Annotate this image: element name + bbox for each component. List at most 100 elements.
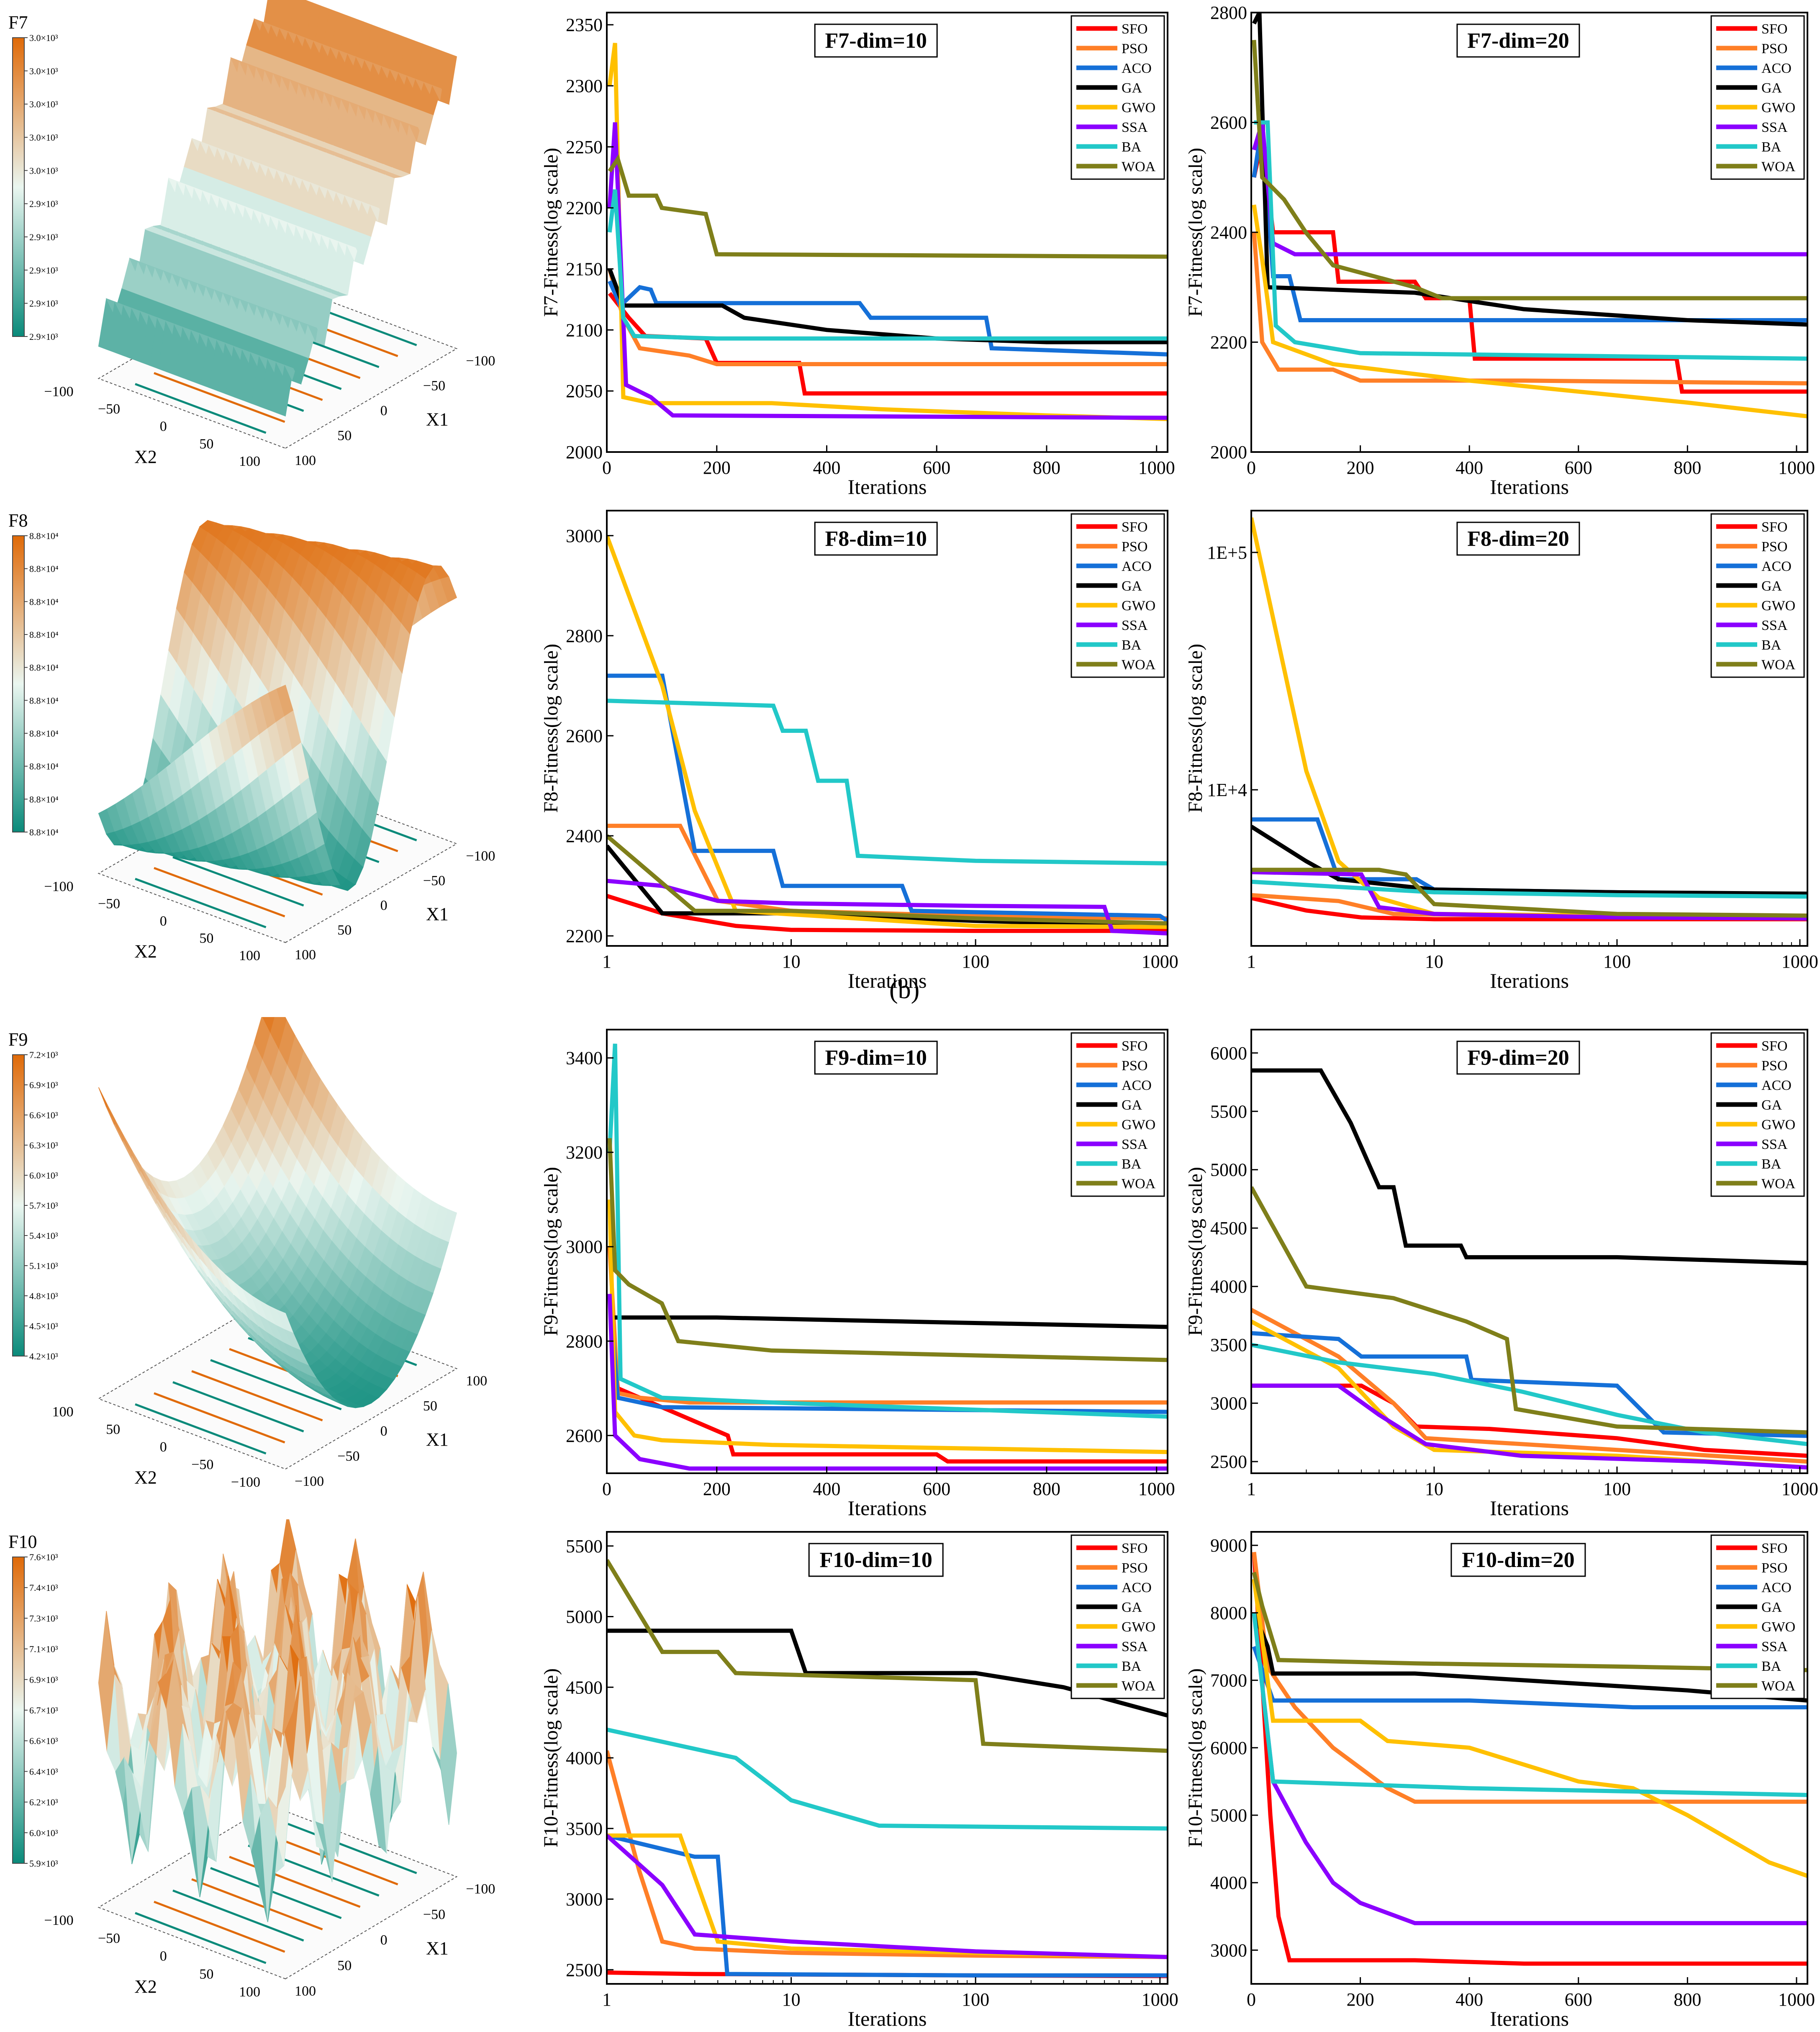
x-axis-label: Iterations — [848, 1496, 927, 1519]
x-tick-label: 200 — [1347, 457, 1374, 478]
floor-contour — [135, 1912, 267, 1964]
chart-panel-f10-dim20: 0 200 400 600 800 1000 3000 4000 5000 6000 7000 800… — [1184, 1519, 1820, 2030]
x1-tick-label: −100 — [466, 1881, 495, 1897]
x2-tick-label: 100 — [239, 1984, 260, 2000]
floor-contour — [285, 1822, 417, 1874]
y-tick-label: 5000 — [1210, 1805, 1247, 1826]
floor-contour — [154, 372, 285, 423]
y-tick-label: 5000 — [566, 1607, 603, 1627]
y-tick-label: 1E+4 — [1207, 780, 1247, 800]
x-tick-label: 1000 — [1781, 951, 1818, 972]
surface-title: F8 — [8, 510, 28, 531]
y-tick-label: 3400 — [566, 1048, 603, 1069]
colorbar-label: 8.8×10⁴ — [29, 761, 59, 772]
x2-tick-label: 100 — [52, 1404, 74, 1420]
y-tick-label: 2800 — [566, 626, 603, 646]
legend-label-gwo: GWO — [1122, 1117, 1155, 1133]
x-tick-label: 0 — [1247, 457, 1256, 478]
legend-label-sfo: SFO — [1761, 1038, 1787, 1054]
y-tick-label: 3500 — [566, 1819, 603, 1839]
legend-box — [1710, 1032, 1805, 1197]
floor-contour — [135, 1403, 267, 1455]
colorbar-label: 6.7×10³ — [29, 1705, 58, 1716]
colorbar-label: 8.8×10⁴ — [29, 794, 59, 804]
x-tick-label: 100 — [962, 1989, 989, 2010]
legend-label-gwo: GWO — [1761, 1619, 1795, 1635]
x2-tick-label: 0 — [160, 913, 167, 929]
legend-label-ba: BA — [1122, 637, 1142, 653]
legend-label-woa: WOA — [1122, 657, 1156, 673]
legend-label-ssa: SSA — [1761, 618, 1788, 633]
colorbar — [12, 535, 25, 832]
series-line-sfo — [607, 894, 1168, 933]
colorbar-label: 3.0×10³ — [29, 33, 58, 43]
y-tick-label: 2200 — [1210, 332, 1247, 353]
legend-box — [1070, 1032, 1165, 1197]
series-line-ba — [607, 1043, 1168, 1419]
surface-panel-f9: F9 7.2×10³ 6.9×10³ 6.6×10³ 6.3×10³ 6.0×10³ 5.7… — [0, 986, 519, 1519]
chart-title: F8-dim=10 — [825, 527, 927, 551]
series-line-aco — [608, 280, 1168, 357]
x1-tick-label: 100 — [295, 1983, 316, 1999]
x-tick-label: 10 — [782, 951, 801, 972]
x2-tick-label: −100 — [44, 384, 73, 399]
floor-contour — [172, 1889, 304, 1942]
chart-title-box — [1456, 1040, 1580, 1075]
series-line-woa — [1251, 1186, 1807, 1435]
floor-contour — [191, 1878, 323, 1930]
y-axis-label: F9-Fitness(log scale) — [544, 1167, 562, 1336]
x-tick-label: 1000 — [1138, 457, 1175, 478]
plot-frame — [606, 1029, 1168, 1474]
series-line-ga — [607, 268, 1168, 344]
chart-f10-dim10: 1 10 100 1000 2500 3000 3500 4000 4500 5000 5500 It… — [540, 1531, 1178, 2030]
legend-label-sfo: SFO — [1761, 1541, 1787, 1556]
legend-label-woa: WOA — [1122, 1176, 1156, 1192]
surface-patch — [115, 1120, 132, 1156]
surface-panel-f10: F10 7.6×10³ 7.4×10³ 7.3×10³ 7.1×10³ 6.9×10³ 6.… — [0, 1513, 519, 2030]
colorbar-label: 5.9×10³ — [29, 1858, 58, 1869]
colorbar-label: 2.9×10³ — [29, 265, 58, 275]
y-tick-label: 5000 — [1210, 1160, 1247, 1180]
series-group — [1251, 1068, 1807, 1470]
series-group — [607, 43, 1168, 421]
y-axis-label: F10-Fitness(log scale) — [1189, 1668, 1206, 1847]
legend-label-gwo: GWO — [1761, 598, 1795, 614]
x1-tick-label: −50 — [337, 1449, 359, 1464]
x1-tick-label: −50 — [423, 378, 445, 394]
x-tick-label: 600 — [1565, 457, 1592, 478]
x-tick-label: 1000 — [1778, 1989, 1815, 2010]
x2-tick-label: −50 — [98, 1931, 120, 1946]
x-tick-label: 0 — [602, 1479, 611, 1499]
x2-tick-label: −100 — [44, 1913, 73, 1928]
y-tick-label: 3000 — [566, 1889, 603, 1910]
y-tick-label: 2400 — [1210, 222, 1247, 243]
x-axis-label: Iterations — [1490, 475, 1569, 498]
legend-label-ba: BA — [1761, 637, 1781, 653]
x1-tick-label: −100 — [466, 353, 495, 369]
colorbar-label: 6.9×10³ — [29, 1675, 58, 1685]
series-line-gwo — [1252, 204, 1807, 419]
y-tick-label: 2800 — [566, 1331, 603, 1351]
chart-title: F9-dim=20 — [1467, 1046, 1569, 1070]
x-tick-label: 800 — [1033, 457, 1060, 478]
x2-axis-label: X2 — [134, 447, 157, 467]
legend-label-ba: BA — [1761, 1156, 1781, 1172]
x1-axis-label: X1 — [426, 1938, 449, 1958]
series-line-ssa — [607, 1294, 1168, 1471]
x1-tick-label: 100 — [466, 1373, 487, 1389]
legend-label-ssa: SSA — [1122, 1137, 1148, 1152]
x1-tick-label: 50 — [337, 922, 352, 938]
series-line-ba — [1251, 1343, 1807, 1446]
colorbar-label: 4.8×10³ — [29, 1291, 58, 1301]
y-tick-label: 2200 — [566, 198, 603, 218]
series-line-ssa — [1251, 870, 1807, 921]
colorbar-label: 7.4×10³ — [29, 1582, 58, 1593]
y-tick-label: 6000 — [1210, 1738, 1247, 1758]
x1-tick-label: 50 — [423, 1398, 437, 1414]
series-group — [1252, 1552, 1807, 1966]
y-axis-label: F7-Fitness(log scale) — [1189, 148, 1206, 317]
colorbar-label: 6.4×10³ — [29, 1766, 58, 1777]
series-line-ba — [1252, 1612, 1807, 1797]
x2-tick-label: 0 — [160, 1949, 167, 1964]
series-line-woa — [607, 1559, 1168, 1753]
